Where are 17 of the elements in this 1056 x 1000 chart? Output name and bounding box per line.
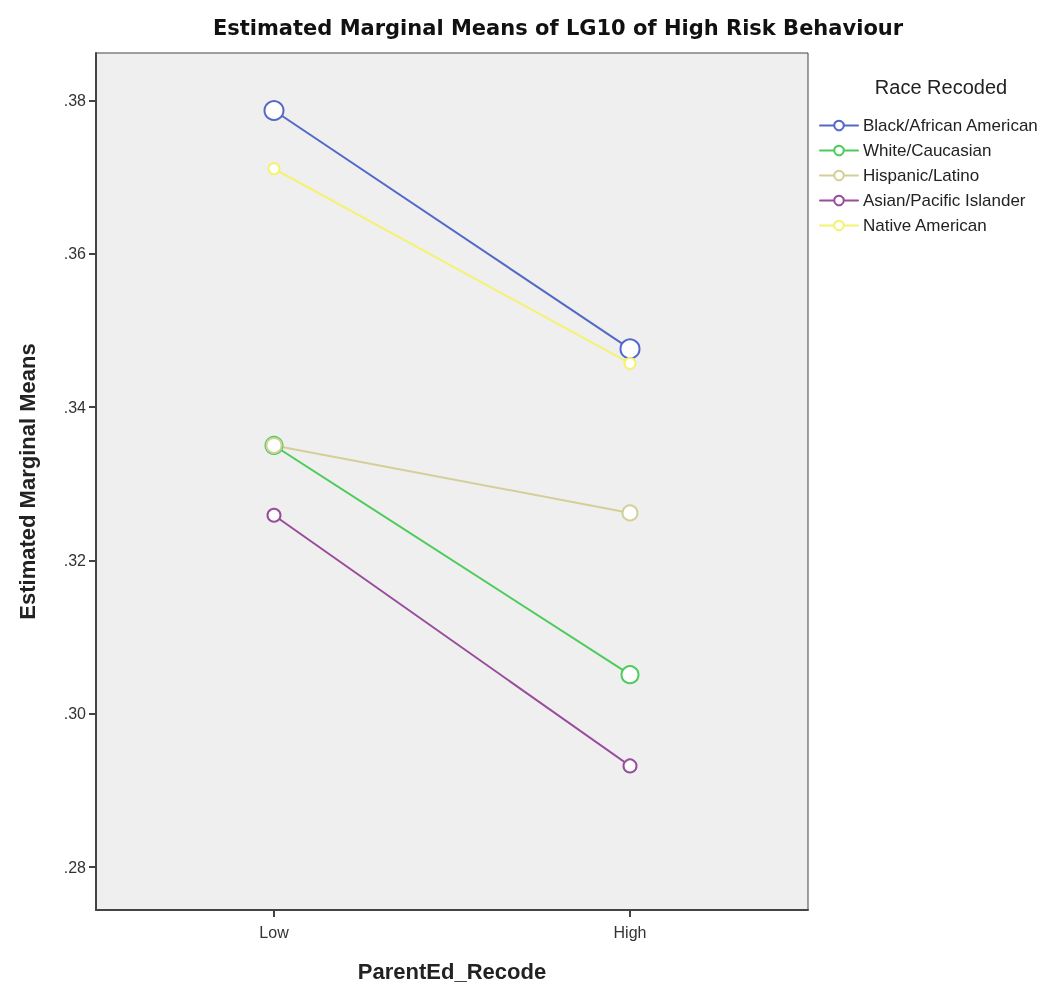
y-tick-label: .38 [63, 92, 87, 110]
y-tick-label: .28 [63, 858, 87, 876]
chart-title: Estimated Marginal Means of LG10 of High Risk Behaviour [212, 15, 904, 40]
legend-label: Asian/Pacific Islander [863, 191, 1026, 210]
legend-label: Black/African American [863, 116, 1038, 135]
y-axis-title: Estimated Marginal Means [14, 343, 40, 620]
y-tick-label: .30 [63, 705, 87, 723]
y-tick-label: .34 [63, 398, 87, 416]
x-tick-label: High [613, 923, 647, 941]
legend-title: Race Recoded [874, 76, 1008, 98]
y-tick-label: .32 [63, 551, 87, 569]
legend-label: Native American [863, 216, 987, 235]
x-tick-label: Low [259, 923, 290, 941]
legend-label: Hispanic/Latino [863, 166, 980, 185]
y-tick-label: .36 [63, 245, 87, 263]
x-axis-title: ParentEd_Recode [357, 958, 547, 984]
legend-label: White/Caucasian [863, 141, 992, 160]
